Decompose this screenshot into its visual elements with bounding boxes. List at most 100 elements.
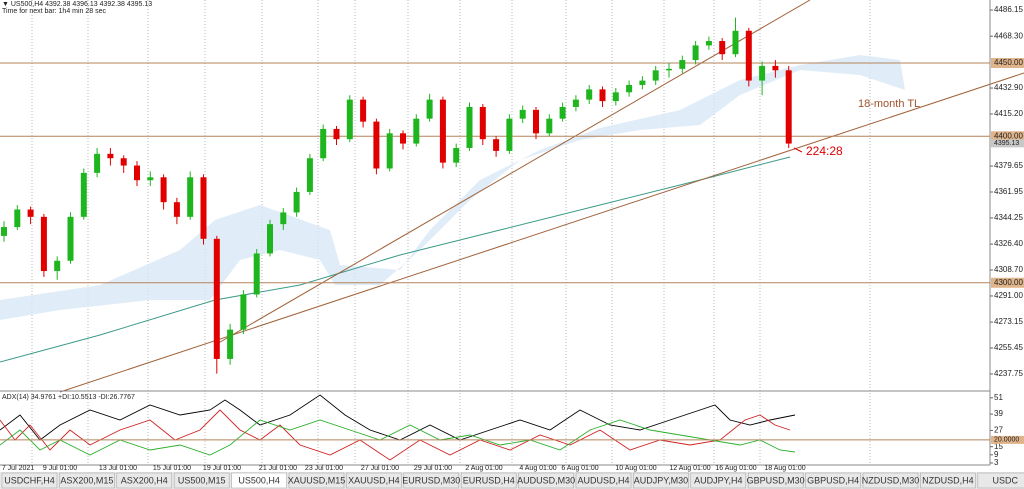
tab-label[interactable]: AUDUSD,H4	[577, 475, 629, 485]
adx-tick-label: 27	[994, 426, 1003, 435]
candle-body	[559, 106, 566, 119]
tab-label[interactable]: NZDUSD,H4	[922, 475, 974, 485]
tab[interactable]	[173, 472, 230, 489]
candle-body	[346, 99, 353, 140]
candle-body	[413, 118, 420, 144]
trend-line	[214, 0, 811, 346]
tab[interactable]	[116, 472, 173, 489]
candle-body	[333, 128, 340, 140]
candle-body	[519, 109, 526, 119]
level-label-bg	[991, 131, 1024, 142]
current-price-label: 4395.13	[994, 140, 1019, 147]
candle-body	[466, 106, 473, 148]
tab[interactable]	[747, 472, 804, 489]
candle-body	[785, 70, 792, 144]
time-label: 6 Aug 01:00	[561, 465, 598, 472]
time-label: 12 Aug 01:00	[669, 465, 710, 472]
tab[interactable]	[920, 472, 976, 489]
tab[interactable]	[805, 472, 861, 489]
level-label: 4450.00	[994, 58, 1023, 67]
candle-body	[147, 177, 154, 181]
candle-body	[27, 209, 34, 217]
tab[interactable]	[690, 472, 747, 489]
plus-di-line	[0, 419, 796, 456]
time-label: 18 Aug 01:00	[764, 465, 805, 472]
candle-body	[479, 106, 486, 140]
candle-body	[107, 153, 114, 159]
time-label: 13 Jul 01:00	[99, 465, 137, 472]
tab-label[interactable]: GBPUSD,H4	[807, 475, 859, 485]
tab[interactable]	[862, 472, 919, 489]
tab-label[interactable]: USDCHF,H4	[4, 475, 55, 485]
price-tick-label: 4291.00	[994, 291, 1023, 300]
candle-body	[679, 60, 686, 69]
level-label-bg	[991, 277, 1024, 288]
tab[interactable]	[977, 472, 1024, 489]
tab[interactable]	[231, 472, 287, 489]
tab[interactable]	[59, 472, 115, 489]
tab-label[interactable]: ASX200,H4	[121, 475, 168, 485]
price-tick-label: 4361.95	[994, 187, 1023, 196]
tab-label[interactable]: NZDUSD,M30	[862, 475, 920, 485]
tab-label[interactable]: USDC	[993, 475, 1019, 485]
time-label: 16 Aug 01:00	[715, 465, 756, 472]
candle-body	[373, 121, 380, 169]
trendline-annotation: 18-month TL	[858, 98, 920, 110]
candle-body	[240, 294, 247, 330]
countdown-annotation: 224:28	[806, 144, 843, 158]
tab[interactable]	[288, 472, 345, 489]
time-label: 2 Aug 01:00	[465, 465, 502, 472]
time-label: 10 Aug 01:00	[615, 465, 656, 472]
tab-label[interactable]: XAUUSD,M15	[288, 475, 346, 485]
tab-label[interactable]: US500,H4	[238, 475, 280, 485]
symbol-info: ▼ US500,H4 4392.38 4396.13 4392.38 4395.…	[2, 1, 152, 8]
tab-label[interactable]: AUDJPY,H4	[694, 475, 742, 485]
price-tick-label: 4237.75	[994, 369, 1023, 378]
tab[interactable]	[403, 472, 460, 489]
candle-body	[80, 172, 87, 217]
candle-body	[612, 92, 619, 102]
adx-tick-label: 3	[994, 458, 999, 467]
bar-timer: Time for next bar: 1h4 min 28 sec	[2, 8, 107, 15]
candle-body	[732, 30, 739, 55]
candle-body	[745, 30, 752, 81]
tab-label[interactable]: ASX200,M15	[60, 475, 113, 485]
time-label: 7 Jul 2021	[2, 465, 34, 472]
level-label: 4300.00	[994, 278, 1023, 287]
adx-label: ADX(14) 34.9761 +DI:10.5513 -DI:26.7767	[2, 394, 135, 401]
tab[interactable]	[1, 472, 58, 489]
adx-line	[0, 394, 796, 441]
adx-tick-label: 51	[994, 393, 1003, 402]
tab-label[interactable]: AUDUSD,M30	[517, 475, 575, 485]
tab-label[interactable]: EURUSD,M30	[402, 475, 460, 485]
candle-body	[493, 139, 500, 151]
candle-body	[267, 224, 273, 254]
candle-body	[772, 65, 779, 71]
tab-label[interactable]: EURUSD,H4	[463, 475, 515, 485]
tab-label[interactable]: AUDJPY,M30	[634, 475, 688, 485]
tab-label[interactable]: US500,M15	[178, 475, 226, 485]
tab[interactable]	[518, 472, 574, 489]
adx-tick-label: 9	[994, 450, 999, 459]
price-tick-label: 4255.45	[994, 343, 1023, 352]
price-tick-label: 4308.70	[994, 265, 1023, 274]
candle-body	[572, 99, 579, 107]
tab[interactable]	[460, 472, 517, 489]
candle-body	[320, 128, 327, 159]
candle-body	[533, 109, 539, 134]
candle-body	[134, 165, 140, 181]
tab[interactable]	[575, 472, 632, 489]
time-label: 23 Jul 01:00	[305, 465, 343, 472]
tab-label[interactable]: GBPUSD,M30	[747, 475, 805, 485]
tab-label[interactable]: XAUUSD,H4	[348, 475, 400, 485]
price-tick-label: 4273.15	[994, 317, 1023, 326]
candle-body	[67, 216, 74, 261]
time-label: 29 Jul 01:00	[414, 465, 452, 472]
adx-level-label: 20.0000	[994, 437, 1019, 444]
tab[interactable]	[346, 472, 402, 489]
candle-body	[1, 227, 7, 236]
tab[interactable]	[633, 472, 689, 489]
moving-average	[0, 156, 791, 363]
candle-body	[386, 133, 393, 169]
time-label: 27 Jul 01:00	[361, 465, 399, 472]
